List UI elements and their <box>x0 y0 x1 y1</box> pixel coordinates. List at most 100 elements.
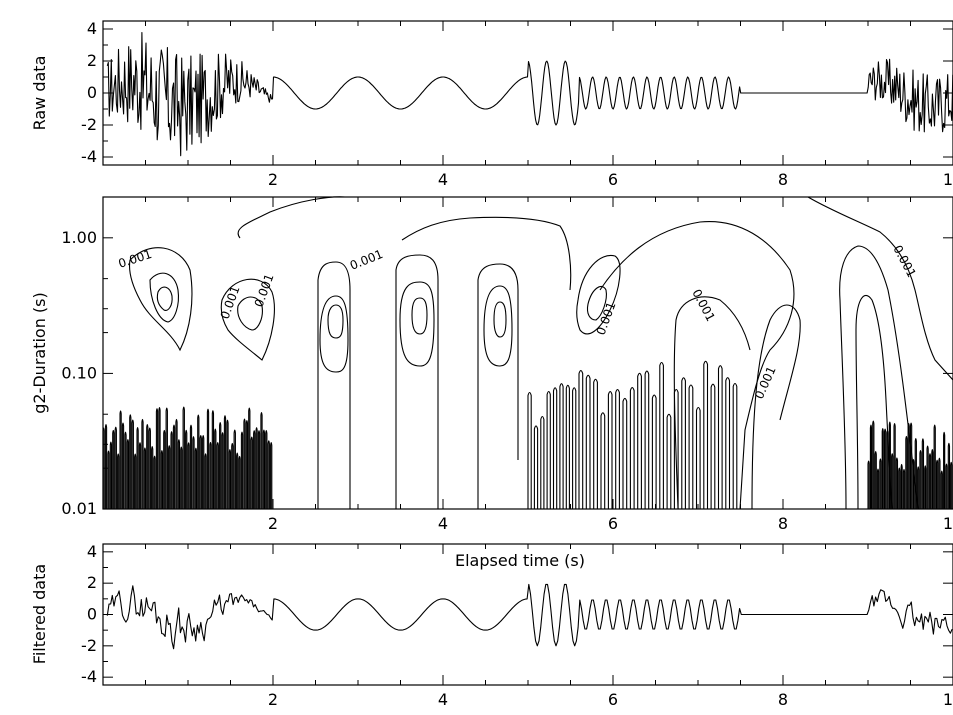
noise-contour-strand <box>881 428 884 509</box>
noise-contour-strand <box>138 442 142 509</box>
noise-contour-strand <box>924 465 927 509</box>
raw-ylabel: Raw data <box>30 56 49 131</box>
duration-xlabel: Elapsed time (s) <box>455 551 585 570</box>
contour-column-3-inner <box>483 285 513 367</box>
contour-label: 0.001 <box>348 247 385 273</box>
noise-contour-strand <box>168 445 171 509</box>
noise-contour-strand <box>151 446 154 509</box>
noise-contour-strand <box>226 419 229 509</box>
noise-contour-strand <box>265 430 268 509</box>
noise-contour-strand <box>250 436 253 509</box>
x-tick-label: 8 <box>778 514 788 533</box>
noise-contour-strand <box>199 434 202 509</box>
noise-contour-strand <box>921 438 925 509</box>
y-tick-label: 4 <box>87 542 97 561</box>
noise-contour-strand <box>231 442 234 509</box>
y-tick-label: -2 <box>81 636 97 655</box>
noise-contour-strand <box>933 424 936 509</box>
noise-contour-strand <box>180 446 183 509</box>
noise-contour-strand <box>104 423 108 509</box>
noise-contour-strand <box>214 428 217 509</box>
noise-contour-strand <box>223 415 227 509</box>
filtered-data-trace <box>106 583 953 650</box>
y-tick-label: 1.00 <box>61 228 97 247</box>
contour-label: 0.001 <box>689 287 717 324</box>
tone-contour-strand <box>637 372 642 509</box>
noise-contour-strand <box>155 408 159 509</box>
contour-column-3 <box>477 263 519 509</box>
noise-contour-strand <box>270 442 273 509</box>
noise-contour-strand <box>221 432 224 509</box>
tone-contour-strand <box>527 391 532 509</box>
noise-contour-strand <box>206 408 210 509</box>
noise-contour-strand <box>262 429 266 509</box>
x-tick-label: 4 <box>438 170 448 189</box>
contour-column-1-inner <box>319 295 349 373</box>
raw-data-trace <box>106 32 953 157</box>
contour-lines <box>128 196 953 510</box>
x-tick-label: 6 <box>608 170 618 189</box>
noise-contour-strand <box>940 470 943 509</box>
noise-contour-strand <box>248 407 251 509</box>
y-tick-label: -4 <box>81 147 97 166</box>
noise-contour-strand <box>126 438 130 509</box>
noise-contour-strand <box>905 435 908 509</box>
tone-contour-strand <box>666 413 672 509</box>
y-tick-label: -2 <box>81 115 97 134</box>
contour-label: 0.001 <box>252 272 277 309</box>
noise-contour-strand <box>874 450 877 509</box>
noise-contour-strand <box>182 406 185 509</box>
tone-contour-strand <box>540 415 545 509</box>
filtered-axis-ticks: 2 4 6 8 10 4 2 0 -2 -4 <box>81 542 953 709</box>
noise-contour-strand <box>257 430 261 509</box>
duration-ylabel: g2-Duration (s) <box>30 292 49 414</box>
noise-contour-strand <box>253 430 256 509</box>
duration-axis-ticks: 2 4 6 8 10 1.00 0.10 0.01 <box>61 197 953 533</box>
contour-right-edge-lobe <box>839 245 919 510</box>
dense-contour-regions <box>102 360 953 509</box>
noise-contour-strand <box>886 430 889 509</box>
tone-contour-strand <box>533 425 539 509</box>
tone-contour-strand <box>552 387 558 509</box>
noise-contour-strand <box>153 455 156 509</box>
noise-contour-strand <box>912 459 915 509</box>
contour-left-lobe <box>128 247 193 352</box>
noise-contour-strand <box>204 453 207 509</box>
noise-contour-strand <box>236 452 239 509</box>
y-tick-label: 0 <box>87 83 97 102</box>
noise-contour-strand <box>869 424 873 509</box>
tone-contour-strand <box>717 365 723 509</box>
noise-contour-strand <box>919 450 922 509</box>
contour-column-2-core <box>411 297 428 335</box>
noise-contour-strand <box>914 437 917 509</box>
contour-label: 0.001 <box>117 247 154 271</box>
tone-contour-strand <box>559 383 564 509</box>
y-tick-label: 2 <box>87 51 97 70</box>
noise-contour-strand <box>260 411 263 509</box>
noise-contour-strand <box>119 410 122 509</box>
y-tick-label: 4 <box>87 19 97 38</box>
noise-contour-strand <box>202 435 205 509</box>
tone-contour-strand <box>578 370 584 509</box>
noise-contour-strand <box>228 448 232 509</box>
tone-contour-strand <box>629 387 635 509</box>
noise-contour-strand <box>170 431 173 509</box>
noise-contour-strand <box>177 439 181 509</box>
raw-axis-ticks: 2 4 6 8 10 4 2 0 -2 -4 <box>81 19 953 189</box>
noise-contour-strand <box>114 426 117 509</box>
noise-contour-strand <box>148 427 151 509</box>
tone-contour-strand <box>622 397 628 509</box>
noise-contour-strand <box>163 429 166 509</box>
tone-contour-strand <box>681 377 686 509</box>
noise-contour-strand <box>947 442 951 509</box>
noise-contour-strand <box>109 441 113 509</box>
noise-contour-strand <box>187 442 190 509</box>
contour-left-lobe-core <box>156 286 173 311</box>
noise-contour-strand <box>141 418 144 509</box>
noise-contour-strand <box>131 419 134 509</box>
noise-contour-strand <box>917 466 920 509</box>
noise-contour-strand <box>931 448 934 509</box>
tone-contour-strand <box>673 388 679 509</box>
noise-contour-strand <box>192 436 195 509</box>
